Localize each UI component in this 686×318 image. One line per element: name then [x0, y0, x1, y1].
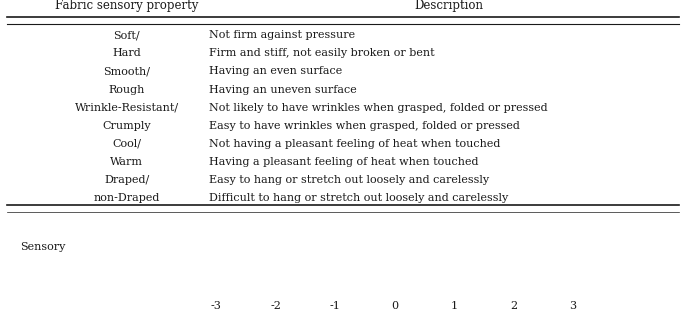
Text: Smooth/: Smooth/	[104, 66, 150, 76]
Text: Crumply: Crumply	[103, 121, 151, 131]
Text: 0: 0	[391, 301, 398, 310]
Text: Not likely to have wrinkles when grasped, folded or pressed: Not likely to have wrinkles when grasped…	[209, 103, 548, 113]
Text: Not having a pleasant feeling of heat when touched: Not having a pleasant feeling of heat wh…	[209, 139, 501, 149]
Text: Cool/: Cool/	[113, 139, 141, 149]
Text: -3: -3	[211, 301, 222, 310]
Text: -1: -1	[329, 301, 340, 310]
Text: Easy to have wrinkles when grasped, folded or pressed: Easy to have wrinkles when grasped, fold…	[209, 121, 520, 131]
Text: -2: -2	[270, 301, 281, 310]
Text: Fabric sensory property: Fabric sensory property	[55, 0, 199, 12]
Text: Having a pleasant feeling of heat when touched: Having a pleasant feeling of heat when t…	[209, 157, 479, 167]
Text: Difficult to hang or stretch out loosely and carelessly: Difficult to hang or stretch out loosely…	[209, 193, 508, 203]
Text: Having an even surface: Having an even surface	[209, 66, 342, 76]
Text: Rough: Rough	[108, 85, 145, 94]
Text: Soft/: Soft/	[114, 30, 140, 40]
Text: Draped/: Draped/	[104, 175, 150, 185]
Text: 1: 1	[450, 301, 458, 310]
Text: Warm: Warm	[110, 157, 143, 167]
Text: Description: Description	[415, 0, 484, 12]
Text: non-Draped: non-Draped	[94, 193, 160, 203]
Text: Hard: Hard	[113, 48, 141, 58]
Text: Easy to hang or stretch out loosely and carelessly: Easy to hang or stretch out loosely and …	[209, 175, 489, 185]
Text: Having an uneven surface: Having an uneven surface	[209, 85, 357, 94]
Text: Not firm against pressure: Not firm against pressure	[209, 30, 355, 40]
Text: Sensory: Sensory	[21, 242, 66, 252]
Text: Firm and stiff, not easily broken or bent: Firm and stiff, not easily broken or ben…	[209, 48, 435, 58]
Text: 2: 2	[510, 301, 517, 310]
Text: 3: 3	[569, 301, 576, 310]
Text: Wrinkle-Resistant/: Wrinkle-Resistant/	[75, 103, 179, 113]
